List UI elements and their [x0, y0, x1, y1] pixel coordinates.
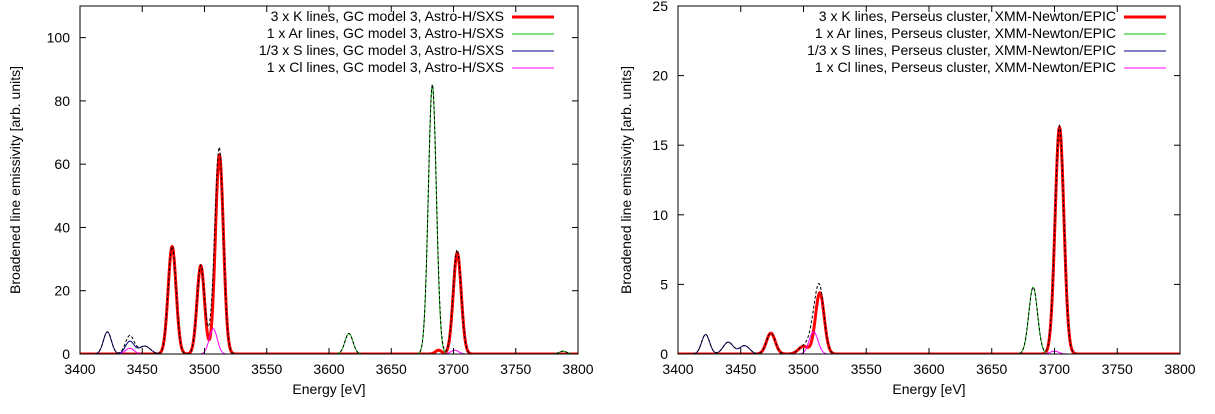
legend-entry: 1 x Cl lines, Perseus cluster, XMM-Newto… — [815, 59, 1166, 75]
x-axis-ticks: 3400 3450 3500 3550 3600 3650 3700 3750 3800 — [662, 6, 1196, 377]
x-tick-label: 3450 — [127, 361, 158, 377]
x-axis-ticks: 3400 3450 3500 3550 3600 3650 3700 3750 3800 — [64, 6, 594, 377]
y-tick-label: 25 — [652, 0, 668, 14]
legend-entry: 3 x K lines, Perseus cluster, XMM-Newton… — [819, 8, 1166, 24]
legend-entry: 1 x Ar lines, Perseus cluster, XMM-Newto… — [815, 25, 1166, 41]
curves — [678, 123, 1180, 354]
curves — [80, 84, 578, 354]
legend-label: 1 x Cl lines, Perseus cluster, XMM-Newto… — [815, 59, 1116, 75]
legend-entry: 1 x Ar lines, GC model 3, Astro-H/SXS — [267, 25, 554, 41]
x-tick-label: 3400 — [64, 361, 95, 377]
x-tick-label: 3700 — [1039, 361, 1070, 377]
legend-entry: 3 x K lines, GC model 3, Astro-H/SXS — [271, 8, 554, 24]
x-tick-label: 3800 — [562, 361, 593, 377]
x-axis-label: Energy [eV] — [292, 381, 365, 397]
total-dashed-line — [678, 123, 1180, 354]
legend: 3 x K lines, Perseus cluster, XMM-Newton… — [807, 8, 1166, 75]
x-tick-label: 3500 — [788, 361, 819, 377]
y-axis-ticks: 0 5 10 15 20 25 — [652, 0, 1180, 362]
y-tick-label: 0 — [62, 346, 70, 362]
legend-entry: 1/3 x S lines, Perseus cluster, XMM-Newt… — [807, 42, 1166, 58]
x-axis-label: Energy [eV] — [892, 381, 965, 397]
x-tick-label: 3500 — [189, 361, 220, 377]
y-tick-label: 20 — [54, 283, 70, 299]
y-tick-label: 40 — [54, 219, 70, 235]
x-tick-label: 3600 — [313, 361, 344, 377]
y-tick-label: 60 — [54, 156, 70, 172]
legend-label: 1 x Ar lines, Perseus cluster, XMM-Newto… — [815, 25, 1116, 41]
x-tick-label: 3550 — [251, 361, 282, 377]
legend-label: 1/3 x S lines, GC model 3, Astro-H/SXS — [259, 42, 504, 58]
y-axis-label: Broadened line emissivity [arb. units] — [7, 66, 23, 294]
legend-label: 1 x Cl lines, GC model 3, Astro-H/SXS — [267, 59, 504, 75]
x-tick-label: 3700 — [438, 361, 469, 377]
legend-label: 3 x K lines, Perseus cluster, XMM-Newton… — [819, 8, 1116, 24]
y-tick-label: 5 — [660, 276, 668, 292]
x-tick-label: 3650 — [976, 361, 1007, 377]
legend-label: 3 x K lines, GC model 3, Astro-H/SXS — [271, 8, 504, 24]
series-line — [678, 125, 1180, 354]
y-tick-label: 10 — [652, 207, 668, 223]
legend-label: 1 x Ar lines, GC model 3, Astro-H/SXS — [267, 25, 504, 41]
x-tick-label: 3450 — [725, 361, 756, 377]
x-tick-label: 3750 — [500, 361, 531, 377]
y-tick-label: 15 — [652, 137, 668, 153]
y-tick-label: 100 — [47, 30, 71, 46]
y-tick-label: 80 — [54, 93, 70, 109]
x-tick-label: 3750 — [1102, 361, 1133, 377]
x-tick-label: 3600 — [913, 361, 944, 377]
x-tick-label: 3800 — [1164, 361, 1195, 377]
legend: 3 x K lines, GC model 3, Astro-H/SXS 1 x… — [259, 8, 554, 75]
y-axis-label: Broadened line emissivity [arb. units] — [618, 66, 634, 294]
series-line — [80, 153, 578, 354]
chart-panel-gc-model-3: 3400 3450 3500 3550 3600 3650 3700 3750 3800 0 20… — [7, 5, 594, 397]
legend-entry: 1/3 x S lines, GC model 3, Astro-H/SXS — [259, 42, 554, 58]
legend-entry: 1 x Cl lines, GC model 3, Astro-H/SXS — [267, 59, 554, 75]
x-tick-label: 3550 — [851, 361, 882, 377]
y-axis-ticks: 0 20 40 60 80 100 — [47, 30, 578, 362]
chart-panel-perseus-cluster: 3400 3450 3500 3550 3600 3650 3700 3750 3800 0 5 1… — [618, 0, 1196, 397]
total-dashed-line — [80, 84, 578, 354]
y-tick-label: 0 — [660, 346, 668, 362]
legend-label: 1/3 x S lines, Perseus cluster, XMM-Newt… — [807, 42, 1116, 58]
y-tick-label: 20 — [652, 68, 668, 84]
series-line — [678, 286, 1180, 354]
x-tick-label: 3650 — [376, 361, 407, 377]
x-tick-label: 3400 — [662, 361, 693, 377]
series-line — [80, 84, 578, 354]
